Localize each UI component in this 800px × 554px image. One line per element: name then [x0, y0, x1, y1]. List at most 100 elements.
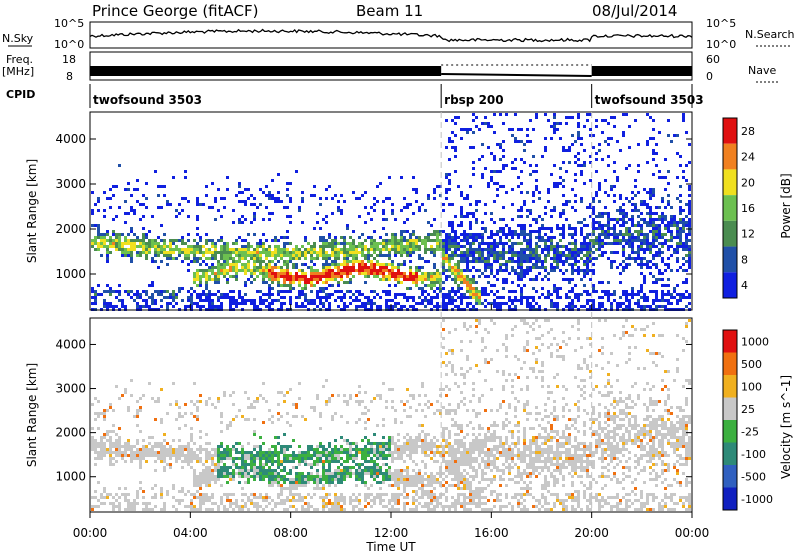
heatmap-cell	[565, 170, 568, 173]
heatmap-cell	[364, 472, 367, 475]
heatmap-cell	[181, 460, 184, 463]
heatmap-cell	[271, 293, 274, 296]
heatmap-cell	[193, 290, 196, 293]
heatmap-cell	[187, 233, 190, 236]
heatmap-cell	[466, 197, 469, 200]
heatmap-cell	[127, 439, 130, 442]
heatmap-cell	[454, 269, 457, 272]
heatmap-cell	[130, 239, 133, 242]
heatmap-cell	[403, 305, 406, 308]
heatmap-cell	[499, 113, 502, 116]
heatmap-cell	[241, 469, 244, 472]
heatmap-cell	[607, 218, 610, 221]
heatmap-cell	[652, 281, 655, 284]
heatmap-cell	[535, 113, 538, 116]
heatmap-cell	[319, 197, 322, 200]
heatmap-cell	[424, 275, 427, 278]
heatmap-cell	[355, 269, 358, 272]
heatmap-cell	[469, 281, 472, 284]
heatmap-cell	[202, 305, 205, 308]
heatmap-cell	[328, 266, 331, 269]
heatmap-cell	[325, 457, 328, 460]
heatmap-cell	[127, 505, 130, 508]
heatmap-cell	[313, 451, 316, 454]
heatmap-cell	[682, 209, 685, 212]
heatmap-cell	[367, 236, 370, 239]
heatmap-cell	[283, 478, 286, 481]
heatmap-cell	[319, 496, 322, 499]
heatmap-cell	[502, 245, 505, 248]
heatmap-cell	[286, 272, 289, 275]
heatmap-cell	[124, 493, 127, 496]
heatmap-cell	[574, 296, 577, 299]
heatmap-cell	[520, 248, 523, 251]
heatmap-cell	[268, 475, 271, 478]
heatmap-cell	[610, 302, 613, 305]
heatmap-cell	[241, 457, 244, 460]
heatmap-cell	[586, 293, 589, 296]
heatmap-cell	[226, 281, 229, 284]
heatmap-cell	[340, 299, 343, 302]
heatmap-cell	[673, 224, 676, 227]
heatmap-cell	[208, 257, 211, 260]
heatmap-cell	[280, 284, 283, 287]
heatmap-cell	[325, 502, 328, 505]
heatmap-cell	[310, 245, 313, 248]
heatmap-cell	[472, 275, 475, 278]
nsearch-tick-bottom: 10^0	[706, 38, 736, 51]
heatmap-cell	[196, 248, 199, 251]
heatmap-cell	[322, 445, 325, 448]
heatmap-cell	[601, 254, 604, 257]
heatmap-cell	[679, 221, 682, 224]
heatmap-cell	[211, 263, 214, 266]
heatmap-cell	[340, 436, 343, 439]
heatmap-cell	[208, 269, 211, 272]
heatmap-cell	[265, 299, 268, 302]
heatmap-cell	[379, 182, 382, 185]
heatmap-cell	[199, 281, 202, 284]
heatmap-cell	[664, 176, 667, 179]
heatmap-cell	[517, 224, 520, 227]
heatmap-cell	[226, 242, 229, 245]
heatmap-cell	[259, 451, 262, 454]
heatmap-cell	[385, 233, 388, 236]
heatmap-cell	[382, 263, 385, 266]
heatmap-cell	[307, 457, 310, 460]
heatmap-cell	[220, 442, 223, 445]
heatmap-cell	[652, 194, 655, 197]
heatmap-cell	[139, 481, 142, 484]
heatmap-cell	[295, 472, 298, 475]
heatmap-cell	[133, 242, 136, 245]
heatmap-cell	[388, 263, 391, 266]
heatmap-cell	[205, 251, 208, 254]
heatmap-cell	[652, 212, 655, 215]
heatmap-cell	[544, 146, 547, 149]
heatmap-cell	[334, 505, 337, 508]
heatmap-cell	[574, 248, 577, 251]
heatmap-cell	[124, 445, 127, 448]
heatmap-cell	[268, 418, 271, 421]
heatmap-cell	[460, 260, 463, 263]
heatmap-cell	[139, 239, 142, 242]
heatmap-cell	[355, 463, 358, 466]
heatmap-cell	[415, 188, 418, 191]
heatmap-cell	[205, 484, 208, 487]
heatmap-cell	[361, 254, 364, 257]
heatmap-cell	[379, 442, 382, 445]
heatmap-cell	[322, 296, 325, 299]
heatmap-cell	[523, 203, 526, 206]
heatmap-cell	[280, 484, 283, 487]
heatmap-cell	[232, 478, 235, 481]
heatmap-cell	[469, 287, 472, 290]
heatmap-cell	[577, 296, 580, 299]
heatmap-cell	[472, 281, 475, 284]
heatmap-cell	[247, 442, 250, 445]
heatmap-cell	[268, 296, 271, 299]
heatmap-cell	[322, 290, 325, 293]
heatmap-cell	[175, 248, 178, 251]
heatmap-cell	[169, 251, 172, 254]
heatmap-cell	[220, 454, 223, 457]
heatmap-cell	[664, 284, 667, 287]
heatmap-cell	[376, 394, 379, 397]
heatmap-cell	[250, 466, 253, 469]
